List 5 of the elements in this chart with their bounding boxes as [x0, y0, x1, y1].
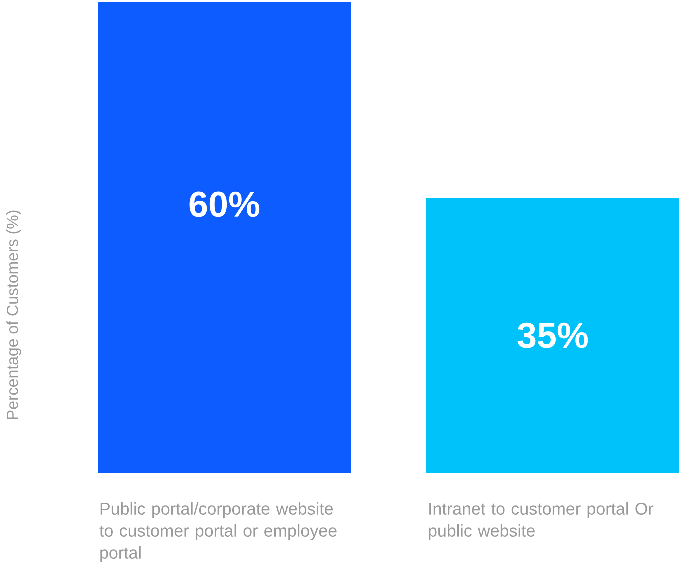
- y-axis-title: Percentage of Customers (%): [6, 210, 22, 420]
- data-label: 60%: [190, 192, 260, 218]
- x-tick-label: Intranet to customer portal Or public website: [429, 502, 654, 540]
- x-tick-label: Public portal/corporate website to customer portal or employee portal: [100, 502, 337, 562]
- data-label: 35%: [518, 322, 588, 348]
